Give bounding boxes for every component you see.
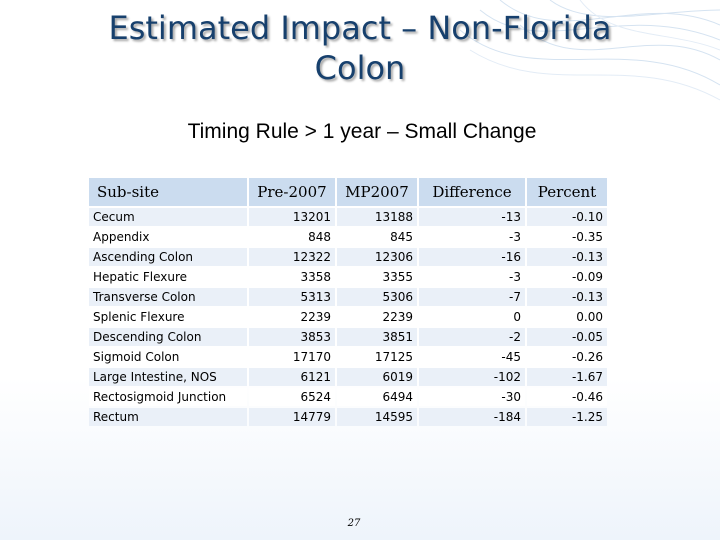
cell-difference: -16	[419, 248, 525, 266]
header-mp2007: MP2007	[337, 178, 417, 206]
cell-percent: -0.05	[527, 328, 607, 346]
cell-pre-2007: 17170	[249, 348, 335, 366]
cell-pre-2007: 2239	[249, 308, 335, 326]
cell-pre-2007: 12322	[249, 248, 335, 266]
cell-mp2007: 2239	[337, 308, 417, 326]
cell-sub-site: Cecum	[89, 208, 247, 226]
cell-difference: -7	[419, 288, 525, 306]
cell-percent: -0.46	[527, 388, 607, 406]
cell-pre-2007: 3358	[249, 268, 335, 286]
cell-mp2007: 845	[337, 228, 417, 246]
table-row: Appendix 848 845 -3 -0.35	[89, 228, 607, 246]
title-line-1: Estimated Impact – Non-Florida	[108, 9, 612, 47]
cell-pre-2007: 848	[249, 228, 335, 246]
impact-table: Sub-site Pre-2007 MP2007 Difference Perc…	[87, 176, 609, 428]
cell-percent: -0.26	[527, 348, 607, 366]
header-pre-2007: Pre-2007	[249, 178, 335, 206]
cell-sub-site: Splenic Flexure	[89, 308, 247, 326]
cell-difference: -45	[419, 348, 525, 366]
cell-mp2007: 12306	[337, 248, 417, 266]
cell-mp2007: 3851	[337, 328, 417, 346]
cell-sub-site: Rectum	[89, 408, 247, 426]
cell-percent: -0.13	[527, 288, 607, 306]
cell-difference: -2	[419, 328, 525, 346]
cell-mp2007: 5306	[337, 288, 417, 306]
table-row: Hepatic Flexure 3358 3355 -3 -0.09	[89, 268, 607, 286]
cell-pre-2007: 6121	[249, 368, 335, 386]
title-line-2: Colon	[314, 49, 406, 87]
cell-difference: -30	[419, 388, 525, 406]
cell-difference: -13	[419, 208, 525, 226]
table-row: Sigmoid Colon 17170 17125 -45 -0.26	[89, 348, 607, 366]
cell-mp2007: 13188	[337, 208, 417, 226]
cell-mp2007: 3355	[337, 268, 417, 286]
cell-sub-site: Sigmoid Colon	[89, 348, 247, 366]
cell-sub-site: Descending Colon	[89, 328, 247, 346]
cell-pre-2007: 5313	[249, 288, 335, 306]
table-row: Splenic Flexure 2239 2239 0 0.00	[89, 308, 607, 326]
cell-mp2007: 17125	[337, 348, 417, 366]
table-header-row: Sub-site Pre-2007 MP2007 Difference Perc…	[89, 178, 607, 206]
cell-percent: -1.25	[527, 408, 607, 426]
cell-sub-site: Ascending Colon	[89, 248, 247, 266]
cell-sub-site: Rectosigmoid Junction	[89, 388, 247, 406]
page-number: 27	[347, 518, 361, 529]
cell-sub-site: Hepatic Flexure	[89, 268, 247, 286]
slide-subtitle: Timing Rule > 1 year – Small Change	[187, 120, 537, 143]
cell-mp2007: 6019	[337, 368, 417, 386]
cell-percent: -0.10	[527, 208, 607, 226]
cell-pre-2007: 13201	[249, 208, 335, 226]
cell-percent: -0.09	[527, 268, 607, 286]
cell-percent: 0.00	[527, 308, 607, 326]
header-difference: Difference	[419, 178, 525, 206]
cell-pre-2007: 14779	[249, 408, 335, 426]
table-row: Cecum 13201 13188 -13 -0.10	[89, 208, 607, 226]
cell-mp2007: 6494	[337, 388, 417, 406]
cell-difference: -3	[419, 228, 525, 246]
table-row: Transverse Colon 5313 5306 -7 -0.13	[89, 288, 607, 306]
cell-difference: -184	[419, 408, 525, 426]
cell-pre-2007: 6524	[249, 388, 335, 406]
impact-table-container: Sub-site Pre-2007 MP2007 Difference Perc…	[87, 176, 609, 428]
cell-sub-site: Appendix	[89, 228, 247, 246]
decorative-swirl	[460, 0, 720, 101]
cell-pre-2007: 3853	[249, 328, 335, 346]
header-percent: Percent	[527, 178, 607, 206]
table-row: Rectosigmoid Junction 6524 6494 -30 -0.46	[89, 388, 607, 406]
cell-difference: -3	[419, 268, 525, 286]
table-row: Descending Colon 3853 3851 -2 -0.05	[89, 328, 607, 346]
table-body: Cecum 13201 13188 -13 -0.10 Appendix 848 845 -3-…	[89, 208, 607, 426]
table-row: Large Intestine, NOS 6121 6019 -102 -1.67	[89, 368, 607, 386]
header-sub-site: Sub-site	[89, 178, 247, 206]
cell-percent: -0.13	[527, 248, 607, 266]
cell-mp2007: 14595	[337, 408, 417, 426]
cell-percent: -0.35	[527, 228, 607, 246]
cell-sub-site: Large Intestine, NOS	[89, 368, 247, 386]
table-row: Ascending Colon 12322 12306 -16 -0.13	[89, 248, 607, 266]
slide-title: Estimated Impact – Non-Florida Colon	[60, 8, 660, 88]
cell-sub-site: Transverse Colon	[89, 288, 247, 306]
cell-difference: -102	[419, 368, 525, 386]
table-row: Rectum 14779 14595 -184 -1.25	[89, 408, 607, 426]
cell-difference: 0	[419, 308, 525, 326]
cell-percent: -1.67	[527, 368, 607, 386]
